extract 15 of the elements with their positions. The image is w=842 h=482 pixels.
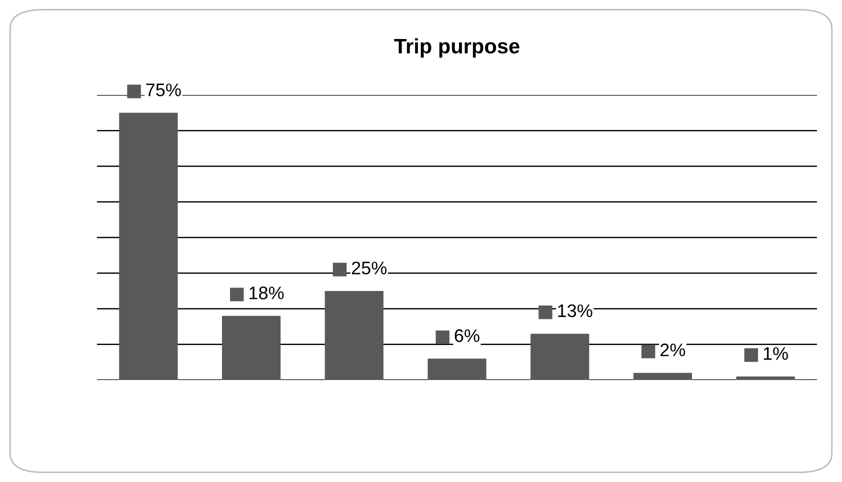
bar — [633, 372, 692, 380]
bar — [428, 358, 486, 380]
data-label: 13% — [558, 304, 592, 318]
data-label: 18% — [250, 286, 284, 300]
bar — [324, 290, 384, 380]
data-label: 1% — [764, 347, 788, 360]
data-label: 25% — [352, 262, 387, 274]
bar — [736, 376, 795, 380]
chart-title: Trip purpose — [394, 38, 520, 58]
bar — [222, 316, 281, 380]
bar — [530, 334, 590, 380]
bar — [119, 112, 178, 380]
data-label: 6% — [454, 329, 480, 342]
data-label: 75% — [146, 84, 181, 96]
data-label: 2% — [660, 344, 686, 356]
